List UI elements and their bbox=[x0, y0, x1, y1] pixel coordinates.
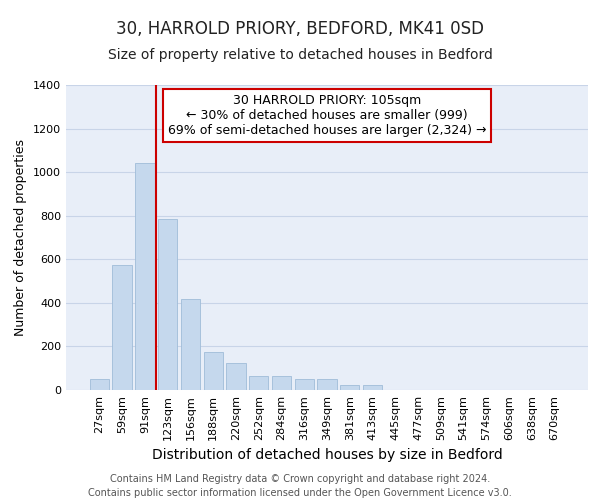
Bar bbox=[295, 379, 314, 390]
Bar bbox=[249, 376, 268, 390]
Bar bbox=[340, 384, 359, 390]
Y-axis label: Number of detached properties: Number of detached properties bbox=[14, 139, 28, 336]
Text: Contains HM Land Registry data © Crown copyright and database right 2024.
Contai: Contains HM Land Registry data © Crown c… bbox=[88, 474, 512, 498]
Bar bbox=[135, 164, 155, 390]
Bar bbox=[158, 219, 178, 390]
Text: 30, HARROLD PRIORY, BEDFORD, MK41 0SD: 30, HARROLD PRIORY, BEDFORD, MK41 0SD bbox=[116, 20, 484, 38]
Bar bbox=[112, 264, 132, 390]
Text: 30 HARROLD PRIORY: 105sqm
← 30% of detached houses are smaller (999)
69% of semi: 30 HARROLD PRIORY: 105sqm ← 30% of detac… bbox=[168, 94, 486, 137]
Bar bbox=[363, 384, 382, 390]
Bar bbox=[181, 298, 200, 390]
Bar bbox=[272, 376, 291, 390]
Bar bbox=[90, 379, 109, 390]
X-axis label: Distribution of detached houses by size in Bedford: Distribution of detached houses by size … bbox=[152, 448, 502, 462]
Text: Size of property relative to detached houses in Bedford: Size of property relative to detached ho… bbox=[107, 48, 493, 62]
Bar bbox=[317, 379, 337, 390]
Bar bbox=[203, 352, 223, 390]
Bar bbox=[226, 363, 245, 390]
